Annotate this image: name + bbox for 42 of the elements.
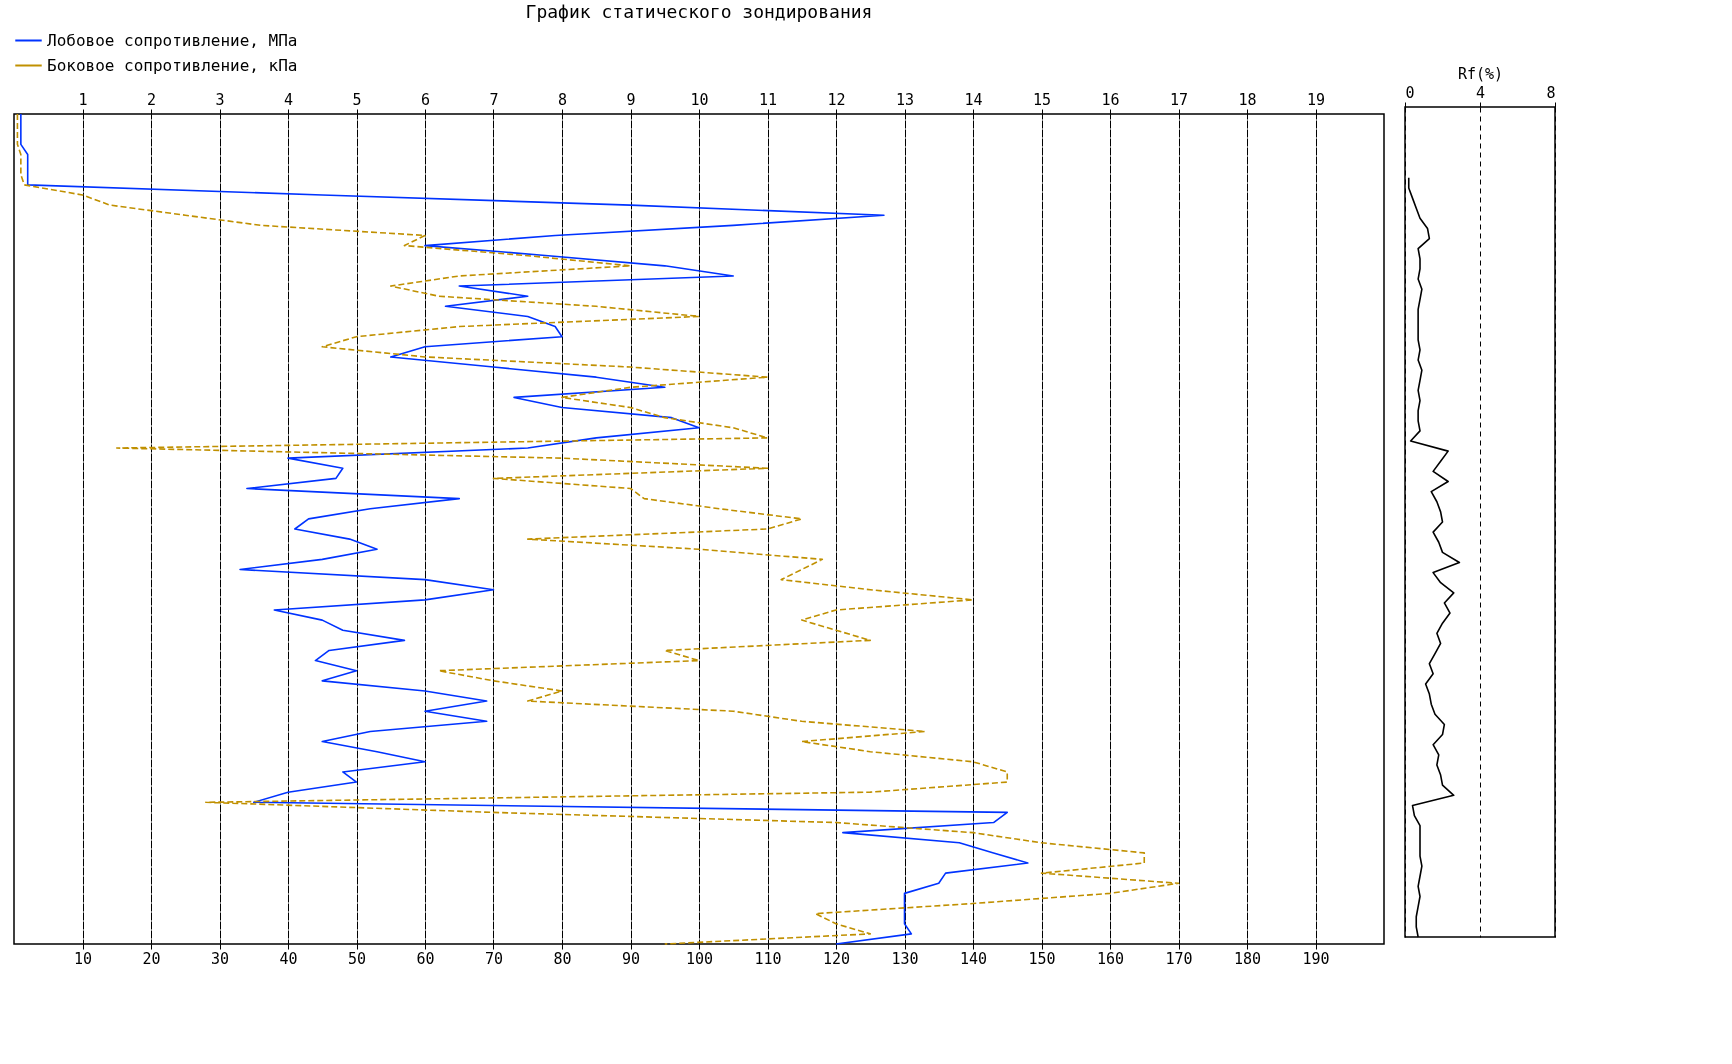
x-tick-label: 30 xyxy=(210,949,230,968)
x-tick-label: 110 xyxy=(754,949,782,968)
x-tick-label: 20 xyxy=(142,949,161,968)
x2-tick-label: 11 xyxy=(758,90,778,109)
x-tick-label: 130 xyxy=(891,949,919,968)
x-tick-label: 40 xyxy=(279,949,298,968)
x-tick-label: 100 xyxy=(685,949,714,968)
x-tick-label: 90 xyxy=(621,949,641,968)
x-tick-label: 60 xyxy=(416,949,435,968)
x2-tick-label: 1 xyxy=(78,90,88,109)
x2-tick-label: 19 xyxy=(1306,90,1326,109)
x-tick-label: 150 xyxy=(1028,949,1056,968)
x-tick-label: 160 xyxy=(1096,949,1125,968)
x2-tick-label: 3 xyxy=(215,90,225,109)
legend-label: Лобовое сопротивление, МПа xyxy=(47,30,298,50)
x-axis-title: Rf(%) xyxy=(1457,64,1504,83)
x2-tick-label: 5 xyxy=(352,90,362,109)
x2-tick-label: 12 xyxy=(827,90,846,109)
chart-title: График статического зондирования xyxy=(525,1,873,22)
legend-label: Боковое сопротивление, кПа xyxy=(47,55,298,75)
x2-tick-label: 2 xyxy=(146,90,157,109)
x2-tick-label: 7 xyxy=(489,90,499,109)
x-tick-label: 50 xyxy=(347,949,367,968)
x-tick-label: 4 xyxy=(1475,83,1486,102)
x-tick-label: 8 xyxy=(1546,83,1556,102)
x-tick-label: 10 xyxy=(73,949,93,968)
x-tick-label: 140 xyxy=(959,949,988,968)
x2-tick-label: 9 xyxy=(626,90,636,109)
x2-tick-label: 17 xyxy=(1169,90,1189,109)
x-tick-label: 80 xyxy=(553,949,572,968)
x2-tick-label: 13 xyxy=(895,90,915,109)
x2-tick-label: 15 xyxy=(1032,90,1052,109)
x-tick-label: 120 xyxy=(822,949,851,968)
x-tick-label: 70 xyxy=(484,949,504,968)
x2-tick-label: 18 xyxy=(1238,90,1257,109)
x2-tick-label: 16 xyxy=(1101,90,1120,109)
x-tick-label: 190 xyxy=(1302,949,1330,968)
x2-tick-label: 14 xyxy=(964,90,983,109)
x-tick-label: 180 xyxy=(1233,949,1262,968)
x2-tick-label: 6 xyxy=(420,90,431,109)
x-tick-label: 170 xyxy=(1165,949,1193,968)
x-tick-label: 0 xyxy=(1405,83,1415,102)
